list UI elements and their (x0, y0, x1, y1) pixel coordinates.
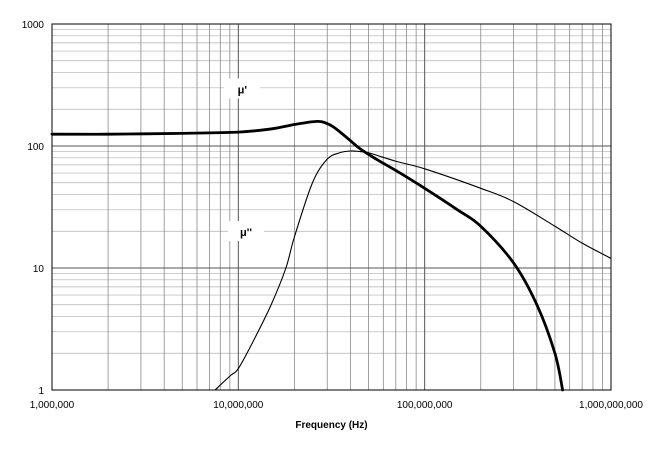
minor-gridlines-y (52, 29, 611, 354)
series-annotations: μ' μ'' (224, 78, 265, 241)
x-axis-title: Frequency (Hz) (295, 420, 367, 431)
annotation-background (228, 220, 265, 241)
series-mu-double-prime-line (214, 150, 612, 391)
y-tick-label: 10 (33, 264, 45, 275)
x-tick-label: 1,000,000,000 (579, 400, 643, 411)
series-mu-prime-line (50, 119, 565, 392)
mu-prime-label: μ' (238, 84, 248, 96)
y-tick-label: 1000 (22, 20, 45, 31)
plot-border (51, 23, 612, 391)
x-tick-label: 1,000,000 (30, 400, 75, 411)
x-tick-label: 10,000,000 (213, 400, 263, 411)
x-tick-labels: 1,000,000 10,000,000 100,000,000 1,000,000,… (30, 400, 644, 411)
y-tick-label: 100 (27, 142, 44, 153)
y-tick-label: 1 (38, 386, 44, 397)
minor-gridlines-x (107, 24, 603, 390)
plot-area (52, 24, 611, 390)
x-tick-label: 100,000,000 (397, 400, 453, 411)
y-tick-labels: 1 10 100 1000 (22, 20, 45, 397)
series-layer (50, 119, 612, 392)
mu-double-prime-label: μ'' (240, 227, 252, 239)
annotation-background (224, 78, 261, 99)
